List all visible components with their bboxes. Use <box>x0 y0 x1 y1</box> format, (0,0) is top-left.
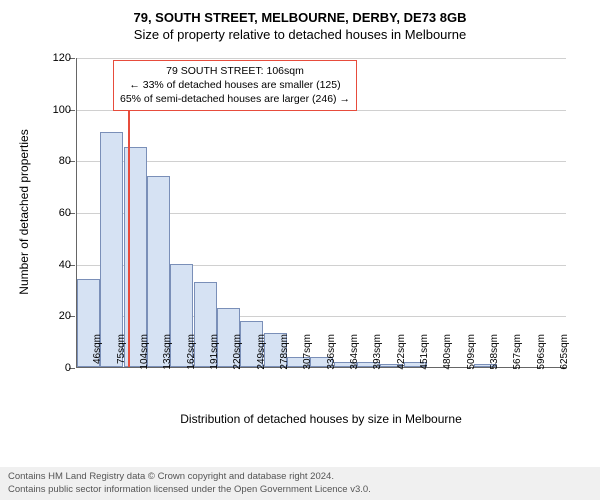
x-tick-label: 75sqm <box>116 334 127 374</box>
x-tick-label: 220sqm <box>232 334 243 374</box>
x-tick-label: 104sqm <box>139 334 150 374</box>
y-tick-label: 120 <box>47 52 71 64</box>
x-tick-label: 393sqm <box>372 334 383 374</box>
x-tick-label: 596sqm <box>536 334 547 374</box>
x-tick-label: 364sqm <box>349 334 360 374</box>
callout-line-3: 65% of semi-detached houses are larger (… <box>120 92 350 106</box>
x-tick-label: 625sqm <box>559 334 570 374</box>
histogram-bar <box>100 132 123 367</box>
x-tick-label: 451sqm <box>419 334 430 374</box>
x-tick-label: 191sqm <box>209 334 220 374</box>
y-tick-label: 80 <box>47 155 71 167</box>
x-tick-label: 509sqm <box>466 334 477 374</box>
y-tick-label: 40 <box>47 259 71 271</box>
footer-line-2: Contains public sector information licen… <box>8 484 592 496</box>
x-tick-label: 249sqm <box>256 334 267 374</box>
chart-title-main: 79, SOUTH STREET, MELBOURNE, DERBY, DE73… <box>0 0 600 25</box>
footer-line-1: Contains HM Land Registry data © Crown c… <box>8 471 592 483</box>
x-tick-label: 162sqm <box>186 334 197 374</box>
property-marker-line <box>128 93 130 367</box>
x-tick-label: 567sqm <box>512 334 523 374</box>
callout-line-1: 79 SOUTH STREET: 106sqm <box>120 64 350 78</box>
gridline <box>77 161 566 162</box>
gridline <box>77 58 566 59</box>
marker-callout: 79 SOUTH STREET: 106sqm ← 33% of detache… <box>113 60 357 111</box>
footer-attribution: Contains HM Land Registry data © Crown c… <box>0 467 600 500</box>
y-tick-label: 20 <box>47 310 71 322</box>
x-tick-label: 307sqm <box>302 334 313 374</box>
plot-area: 79 SOUTH STREET: 106sqm ← 33% of detache… <box>76 58 566 368</box>
x-tick-label: 278sqm <box>279 334 290 374</box>
callout-line-2: ← 33% of detached houses are smaller (12… <box>120 78 350 92</box>
x-tick-label: 422sqm <box>396 334 407 374</box>
chart-container: 79 SOUTH STREET: 106sqm ← 33% of detache… <box>54 50 574 410</box>
y-tick-label: 60 <box>47 207 71 219</box>
x-tick-label: 336sqm <box>326 334 337 374</box>
chart-title-sub: Size of property relative to detached ho… <box>0 25 600 42</box>
y-tick-label: 100 <box>47 104 71 116</box>
y-tick-label: 0 <box>47 362 71 374</box>
x-tick-label: 538sqm <box>489 334 500 374</box>
x-tick-label: 46sqm <box>92 334 103 374</box>
x-axis-label: Distribution of detached houses by size … <box>76 412 566 426</box>
x-tick-label: 480sqm <box>442 334 453 374</box>
y-axis-label: Number of detached properties <box>17 112 31 312</box>
x-tick-label: 133sqm <box>162 334 173 374</box>
